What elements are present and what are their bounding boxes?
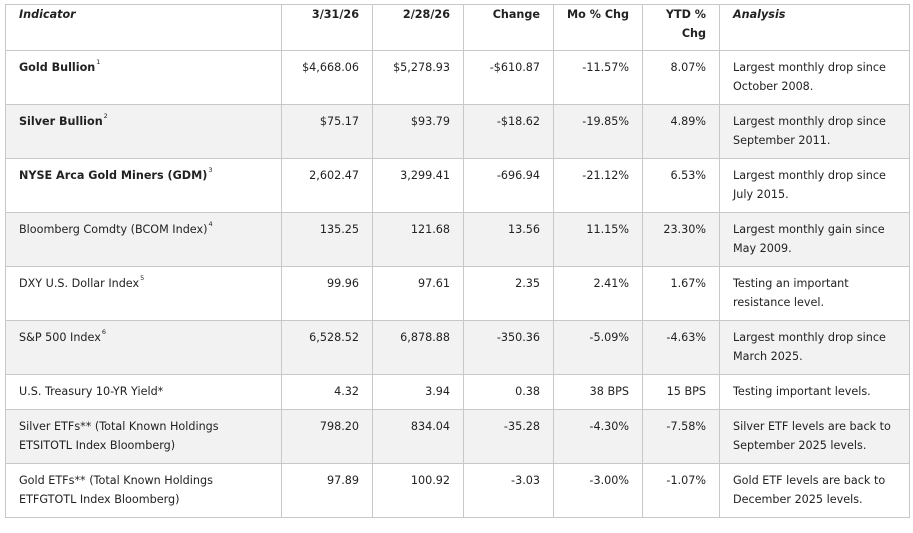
table-row: Bloomberg Comdty (BCOM Index)4 135.25 12… bbox=[5, 212, 910, 267]
header-date-current: 3/31/26 bbox=[281, 4, 373, 51]
value-mo-chg: -19.85% bbox=[553, 104, 643, 159]
value-previous: 121.68 bbox=[372, 212, 464, 267]
value-previous: 97.61 bbox=[372, 266, 464, 321]
value-mo-chg: -11.57% bbox=[553, 50, 643, 105]
indicator-name: NYSE Arca Gold Miners (GDM) bbox=[19, 169, 208, 182]
indicator-cell: Gold ETFs** (Total Known Holdings ETFGTO… bbox=[5, 463, 282, 518]
analysis-cell: Largest monthly drop since September 201… bbox=[719, 104, 910, 159]
value-previous: $93.79 bbox=[372, 104, 464, 159]
indicator-cell: NYSE Arca Gold Miners (GDM)3 bbox=[5, 158, 282, 213]
analysis-cell: Testing an important resistance level. bbox=[719, 266, 910, 321]
indicator-cell: Gold Bullion1 bbox=[5, 50, 282, 105]
value-change: -3.03 bbox=[463, 463, 554, 518]
header-mo-chg: Mo % Chg bbox=[553, 4, 643, 51]
footnote-marker: 4 bbox=[208, 220, 213, 228]
indicator-cell: Silver Bullion2 bbox=[5, 104, 282, 159]
table-row: Gold Bullion1 $4,668.06 $5,278.93 -$610.… bbox=[5, 50, 910, 105]
value-mo-chg: 11.15% bbox=[553, 212, 643, 267]
header-analysis: Analysis bbox=[719, 4, 910, 51]
table-row: Silver Bullion2 $75.17 $93.79 -$18.62 -1… bbox=[5, 104, 910, 159]
analysis-cell: Testing important levels. bbox=[719, 374, 910, 410]
analysis-cell: Largest monthly drop since July 2015. bbox=[719, 158, 910, 213]
analysis-cell: Gold ETF levels are back to December 202… bbox=[719, 463, 910, 518]
value-ytd-chg: 4.89% bbox=[642, 104, 720, 159]
header-row: Indicator 3/31/26 2/28/26 Change Mo % Ch… bbox=[5, 4, 910, 51]
value-change: -350.36 bbox=[463, 320, 554, 375]
indicator-name: Silver ETFs** (Total Known Holdings ETSI… bbox=[19, 420, 219, 452]
value-change: 0.38 bbox=[463, 374, 554, 410]
table-row: NYSE Arca Gold Miners (GDM)3 2,602.47 3,… bbox=[5, 158, 910, 213]
value-ytd-chg: 15 BPS bbox=[642, 374, 720, 410]
value-current: 135.25 bbox=[281, 212, 373, 267]
indicator-cell: DXY U.S. Dollar Index5 bbox=[5, 266, 282, 321]
value-ytd-chg: 8.07% bbox=[642, 50, 720, 105]
value-current: $75.17 bbox=[281, 104, 373, 159]
analysis-cell: Silver ETF levels are back to September … bbox=[719, 409, 910, 464]
value-current: 4.32 bbox=[281, 374, 373, 410]
value-ytd-chg: -4.63% bbox=[642, 320, 720, 375]
value-previous: 3,299.41 bbox=[372, 158, 464, 213]
value-current: $4,668.06 bbox=[281, 50, 373, 105]
value-previous: 834.04 bbox=[372, 409, 464, 464]
value-change: -696.94 bbox=[463, 158, 554, 213]
value-mo-chg: 38 BPS bbox=[553, 374, 643, 410]
value-mo-chg: -21.12% bbox=[553, 158, 643, 213]
indicator-name: Gold ETFs** (Total Known Holdings ETFGTO… bbox=[19, 474, 213, 506]
header-change: Change bbox=[463, 4, 554, 51]
value-current: 6,528.52 bbox=[281, 320, 373, 375]
value-current: 97.89 bbox=[281, 463, 373, 518]
value-ytd-chg: 6.53% bbox=[642, 158, 720, 213]
table-row: Silver ETFs** (Total Known Holdings ETSI… bbox=[5, 409, 910, 464]
footnote-marker: 6 bbox=[101, 328, 106, 336]
value-current: 2,602.47 bbox=[281, 158, 373, 213]
value-change: 2.35 bbox=[463, 266, 554, 321]
table-row: S&P 500 Index6 6,528.52 6,878.88 -350.36… bbox=[5, 320, 910, 375]
indicator-cell: S&P 500 Index6 bbox=[5, 320, 282, 375]
value-ytd-chg: -1.07% bbox=[642, 463, 720, 518]
analysis-cell: Largest monthly drop since March 2025. bbox=[719, 320, 910, 375]
header-date-previous: 2/28/26 bbox=[372, 4, 464, 51]
footnote-marker: 3 bbox=[208, 166, 213, 174]
indicator-name: Silver Bullion bbox=[19, 115, 103, 128]
value-previous: 6,878.88 bbox=[372, 320, 464, 375]
header-ytd-chg: YTD % Chg bbox=[642, 4, 720, 51]
value-ytd-chg: 23.30% bbox=[642, 212, 720, 267]
analysis-cell: Largest monthly gain since May 2009. bbox=[719, 212, 910, 267]
indicator-cell: Silver ETFs** (Total Known Holdings ETSI… bbox=[5, 409, 282, 464]
value-previous: 100.92 bbox=[372, 463, 464, 518]
value-mo-chg: -4.30% bbox=[553, 409, 643, 464]
value-current: 99.96 bbox=[281, 266, 373, 321]
value-change: 13.56 bbox=[463, 212, 554, 267]
footnote-marker: 5 bbox=[140, 274, 145, 282]
indicator-name: S&P 500 Index bbox=[19, 331, 101, 344]
footnote-marker: 1 bbox=[96, 58, 101, 66]
indicator-name: U.S. Treasury 10-YR Yield* bbox=[19, 385, 164, 398]
indicator-cell: Bloomberg Comdty (BCOM Index)4 bbox=[5, 212, 282, 267]
table-row: U.S. Treasury 10-YR Yield* 4.32 3.94 0.3… bbox=[5, 374, 910, 410]
value-change: -$18.62 bbox=[463, 104, 554, 159]
value-ytd-chg: -7.58% bbox=[642, 409, 720, 464]
indicator-name: DXY U.S. Dollar Index bbox=[19, 277, 140, 290]
header-indicator: Indicator bbox=[5, 4, 282, 51]
value-mo-chg: -5.09% bbox=[553, 320, 643, 375]
value-current: 798.20 bbox=[281, 409, 373, 464]
indicator-cell: U.S. Treasury 10-YR Yield* bbox=[5, 374, 282, 410]
indicators-table: Indicator 3/31/26 2/28/26 Change Mo % Ch… bbox=[5, 4, 910, 518]
value-mo-chg: 2.41% bbox=[553, 266, 643, 321]
value-change: -$610.87 bbox=[463, 50, 554, 105]
indicator-name: Bloomberg Comdty (BCOM Index) bbox=[19, 223, 208, 236]
analysis-cell: Largest monthly drop since October 2008. bbox=[719, 50, 910, 105]
indicator-name: Gold Bullion bbox=[19, 61, 96, 74]
value-ytd-chg: 1.67% bbox=[642, 266, 720, 321]
value-mo-chg: -3.00% bbox=[553, 463, 643, 518]
value-previous: $5,278.93 bbox=[372, 50, 464, 105]
footnote-marker: 2 bbox=[103, 112, 108, 120]
table-row: DXY U.S. Dollar Index5 99.96 97.61 2.35 … bbox=[5, 266, 910, 321]
table-row: Gold ETFs** (Total Known Holdings ETFGTO… bbox=[5, 463, 910, 518]
value-change: -35.28 bbox=[463, 409, 554, 464]
value-previous: 3.94 bbox=[372, 374, 464, 410]
